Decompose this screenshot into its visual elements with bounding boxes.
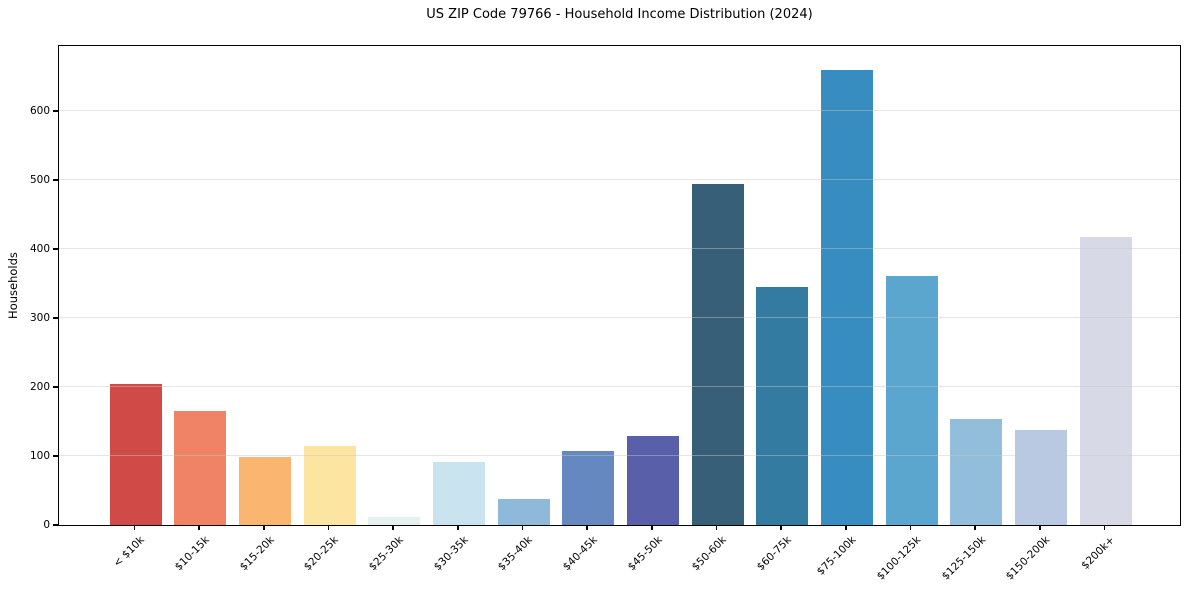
- x-tick-label-$35-40k: $35-40k: [495, 534, 535, 574]
- bar-$10-15k: [174, 411, 227, 525]
- x-tick-label-$200k+: $200k+: [1079, 534, 1117, 572]
- bar-$50-60k: [691, 183, 744, 525]
- y-tick-mark-0: [53, 524, 58, 526]
- bar-$15-20k: [238, 457, 291, 525]
- bar-< $10k: [109, 383, 162, 525]
- y-tick-mark-100: [53, 455, 58, 457]
- bar-$200k+: [1079, 236, 1132, 525]
- gridline-y-400: [59, 248, 1180, 250]
- y-tick-mark-200: [53, 386, 58, 388]
- bar-$20-25k: [303, 445, 356, 525]
- gridline-y-500: [59, 179, 1180, 181]
- x-tick-mark-$75-100k: [845, 526, 847, 530]
- bar-$150-200k: [1014, 429, 1067, 525]
- y-tick-label-400: 400: [29, 242, 50, 255]
- x-tick-mark-$35-40k: [521, 526, 524, 530]
- plot-area: [58, 45, 1181, 526]
- bar-$40-45k: [562, 450, 615, 525]
- x-tick-label-$10-15k: $10-15k: [172, 534, 212, 574]
- gridline-y-300: [59, 317, 1180, 319]
- x-tick-label-$25-30k: $25-30k: [366, 534, 406, 574]
- y-tick-mark-600: [53, 110, 58, 112]
- y-tick-label-0: 0: [43, 518, 50, 531]
- x-tick-label-$30-35k: $30-35k: [431, 534, 471, 574]
- bar-$100-125k: [885, 276, 938, 525]
- x-tick-label-$150-200k: $150-200k: [1003, 534, 1053, 583]
- y-tick-label-200: 200: [29, 380, 50, 393]
- bar-$25-30k: [368, 516, 421, 525]
- y-tick-label-500: 500: [29, 173, 50, 186]
- y-tick-label-600: 600: [29, 104, 50, 117]
- gridline-y-100: [59, 455, 1180, 457]
- x-tick-mark-$30-35k: [457, 526, 459, 530]
- x-tick-label-$15-20k: $15-20k: [237, 534, 277, 574]
- x-tick-label-$45-50k: $45-50k: [625, 534, 665, 574]
- x-tick-mark-$25-30k: [392, 526, 394, 530]
- x-tick-mark-$45-50k: [651, 526, 653, 530]
- chart-title: US ZIP Code 79766 - Household Income Dis…: [426, 7, 813, 22]
- x-tick-mark-$150-200k: [1039, 526, 1041, 530]
- x-tick-mark-< $10k: [133, 526, 136, 530]
- bar-$30-35k: [432, 462, 485, 525]
- gridline-y-200: [59, 386, 1180, 388]
- x-tick-mark-$20-25k: [327, 526, 330, 530]
- gridline-y-600: [59, 110, 1180, 112]
- y-tick-mark-500: [53, 179, 58, 181]
- bar-$75-100k: [820, 69, 873, 525]
- y-tick-label-300: 300: [29, 311, 50, 324]
- x-tick-mark-$125-150k: [974, 526, 976, 530]
- x-tick-label-$60-75k: $60-75k: [754, 534, 794, 574]
- y-tick-mark-400: [53, 248, 58, 250]
- y-axis-label: Households: [6, 252, 20, 319]
- x-tick-label-$40-45k: $40-45k: [560, 534, 600, 574]
- x-tick-mark-$200k+: [1103, 526, 1106, 530]
- x-tick-label-$125-150k: $125-150k: [939, 534, 988, 583]
- x-tick-label-$20-25k: $20-25k: [301, 534, 341, 574]
- x-tick-mark-$60-75k: [780, 526, 782, 530]
- bar-$60-75k: [756, 287, 809, 525]
- bar-$125-150k: [950, 418, 1003, 525]
- x-tick-mark-$50-60k: [715, 526, 718, 530]
- bar-$45-50k: [626, 436, 679, 525]
- x-tick-mark-$15-20k: [263, 526, 265, 530]
- x-tick-label-$75-100k: $75-100k: [814, 534, 859, 578]
- x-tick-mark-$40-45k: [586, 526, 588, 530]
- x-tick-label-$50-60k: $50-60k: [689, 534, 729, 574]
- x-tick-mark-$100-125k: [909, 526, 912, 530]
- y-tick-mark-300: [53, 317, 58, 319]
- bar-$35-40k: [497, 498, 550, 525]
- x-tick-mark-$10-15k: [198, 526, 200, 530]
- x-tick-label-< $10k: < $10k: [111, 534, 147, 570]
- x-tick-label-$100-125k: $100-125k: [874, 534, 923, 583]
- y-tick-label-100: 100: [29, 449, 50, 462]
